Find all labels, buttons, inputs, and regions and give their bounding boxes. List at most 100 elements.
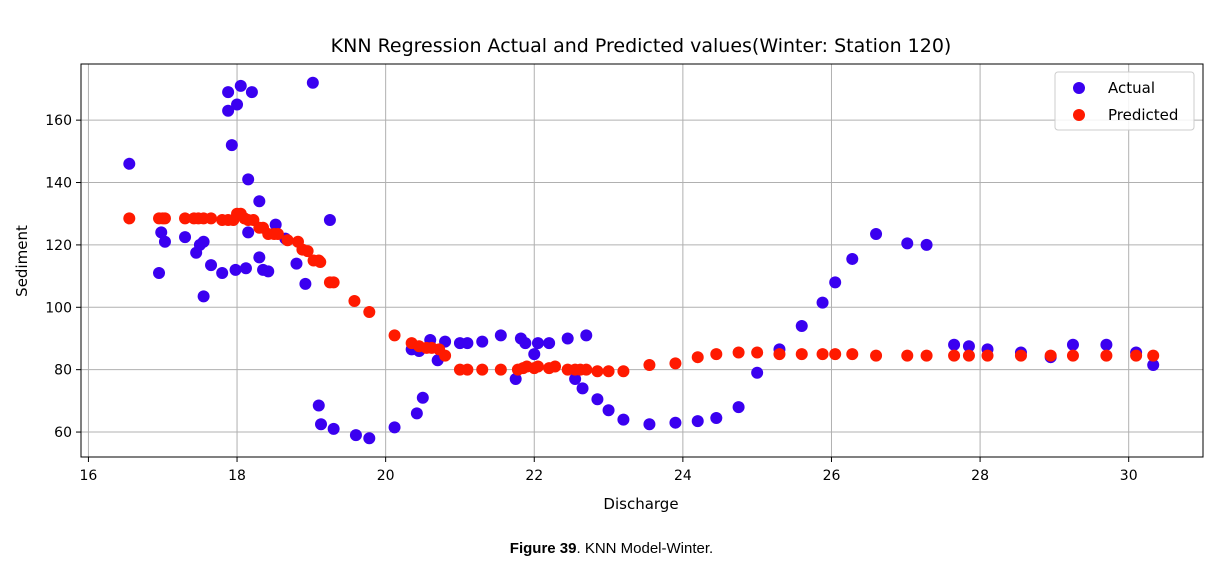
actual-point [829, 276, 842, 289]
y-tick-label: 100 [45, 300, 72, 316]
predicted-point [549, 360, 562, 373]
predicted-point [1147, 349, 1160, 362]
actual-point [242, 173, 255, 186]
actual-point [569, 373, 582, 386]
actual-point [253, 195, 266, 208]
legend-label-actual: Actual [1108, 79, 1155, 97]
actual-point [158, 235, 171, 248]
x-tick-label: 22 [525, 468, 543, 484]
actual-point [870, 227, 883, 240]
y-tick-label: 60 [54, 425, 72, 441]
actual-point [576, 382, 589, 395]
predicted-point [439, 349, 452, 362]
actual-point [363, 432, 376, 445]
predicted-point [179, 212, 192, 225]
actual-point [222, 86, 235, 99]
figure-caption-text: . KNN Model-Winter. [576, 540, 714, 557]
actual-point [290, 257, 303, 270]
actual-point [216, 266, 229, 279]
actual-point [602, 404, 615, 417]
predicted-point [271, 227, 284, 240]
predicted-point [846, 348, 859, 361]
y-axis-ticks: 60 80 100 120 140 160 [45, 113, 81, 441]
actual-point [643, 418, 656, 431]
actual-point [299, 277, 312, 290]
predicted-point [1066, 349, 1079, 362]
actual-point [901, 237, 914, 250]
actual-point [519, 337, 532, 350]
series-actual [123, 76, 1160, 445]
actual-point [461, 337, 474, 350]
actual-point [349, 429, 362, 442]
actual-point [312, 399, 325, 412]
predicted-point [158, 212, 171, 225]
grid-lines [81, 64, 1203, 457]
figure-caption: Figure 39. KNN Model-Winter. [0, 540, 1223, 557]
data-points [123, 76, 1160, 445]
actual-point [617, 413, 630, 426]
actual-point [239, 262, 252, 275]
actual-point [561, 332, 574, 345]
actual-point [580, 329, 593, 342]
actual-point [245, 86, 258, 99]
actual-point [948, 338, 961, 351]
predicted-point [617, 365, 630, 378]
actual-point [410, 407, 423, 420]
series-predicted [123, 207, 1160, 378]
predicted-point [388, 329, 401, 342]
predicted-point [920, 349, 933, 362]
actual-point [591, 393, 604, 406]
actual-point [920, 238, 933, 251]
predicted-point [348, 295, 361, 308]
actual-point [751, 366, 764, 379]
predicted-point [314, 256, 327, 269]
actual-point [205, 259, 218, 272]
predicted-point [281, 234, 294, 247]
actual-point [1066, 338, 1079, 351]
y-tick-label: 80 [54, 363, 72, 379]
x-tick-label: 16 [80, 468, 98, 484]
actual-point [416, 391, 429, 404]
predicted-point [773, 348, 786, 361]
predicted-point [643, 358, 656, 371]
actual-point [732, 401, 745, 414]
x-tick-label: 18 [228, 468, 246, 484]
legend-box [1054, 71, 1195, 131]
predicted-point [795, 348, 808, 361]
predicted-point [494, 363, 507, 376]
y-tick-label: 120 [45, 238, 72, 254]
predicted-point [901, 349, 914, 362]
predicted-point [476, 363, 489, 376]
actual-point [153, 266, 166, 279]
actual-point [225, 139, 238, 152]
actual-point [816, 296, 829, 309]
predicted-point [327, 276, 340, 289]
predicted-point [751, 346, 764, 359]
actual-point [795, 320, 808, 332]
predicted-point [531, 360, 544, 373]
predicted-point [591, 365, 604, 378]
predicted-point [710, 348, 723, 361]
predicted-point [1044, 349, 1057, 362]
figure-caption-label: Figure 39 [509, 540, 577, 557]
predicted-point [732, 346, 745, 359]
y-tick-label: 160 [45, 113, 72, 129]
x-tick-label: 28 [971, 468, 989, 484]
actual-point [388, 421, 401, 434]
x-tick-label: 30 [1120, 468, 1138, 484]
actual-point [222, 104, 235, 117]
actual-point [179, 231, 192, 244]
predicted-point [948, 349, 961, 362]
actual-point [531, 337, 544, 350]
predicted-point [870, 349, 883, 362]
actual-point [253, 251, 266, 264]
plot-area [80, 63, 1204, 458]
actual-point [494, 329, 507, 342]
predicted-point [829, 348, 842, 361]
actual-point [327, 422, 340, 435]
actual-point [234, 79, 247, 92]
predicted-point [981, 349, 994, 362]
actual-point [197, 235, 210, 248]
chart-title: KNN Regression Actual and Predicted valu… [331, 35, 952, 57]
x-tick-label: 24 [674, 468, 692, 484]
